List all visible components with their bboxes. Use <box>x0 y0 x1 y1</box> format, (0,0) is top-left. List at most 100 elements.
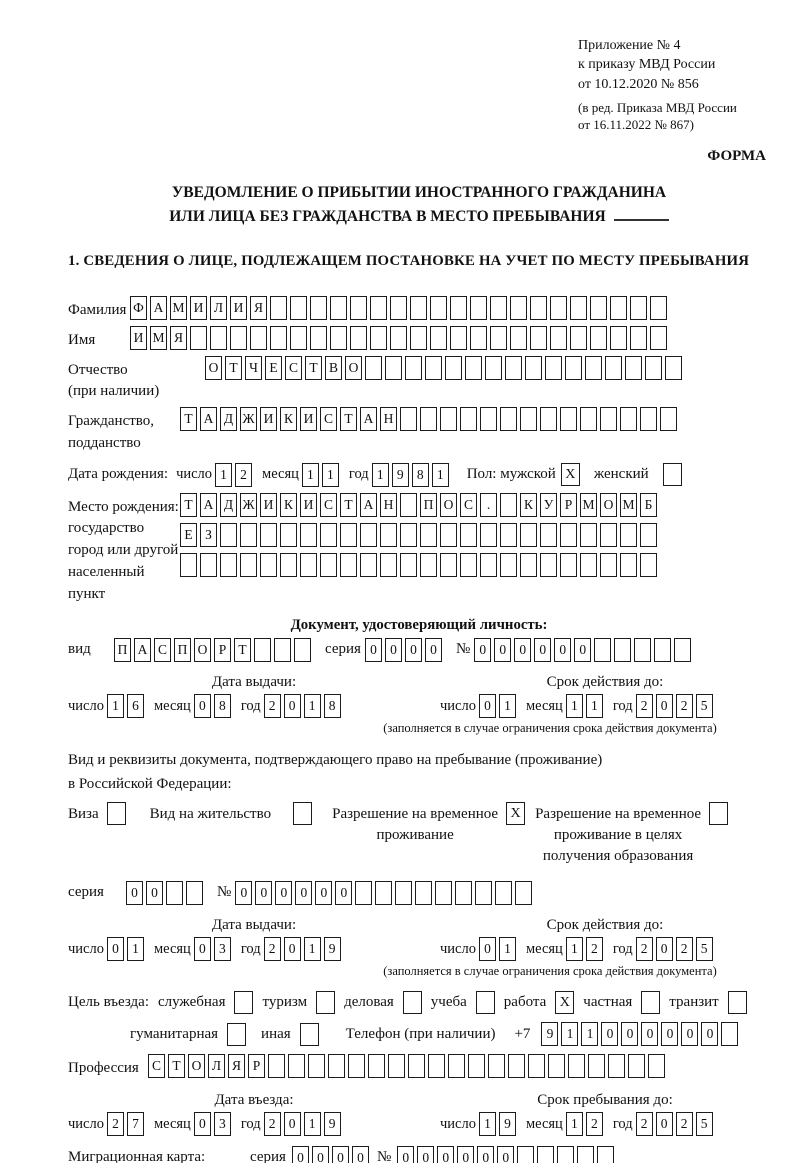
form-cell[interactable]: 1 <box>303 694 321 719</box>
form-cell[interactable]: О <box>194 638 211 663</box>
form-cell[interactable]: 2 <box>585 937 603 962</box>
form-cell[interactable] <box>560 407 577 432</box>
form-cell[interactable]: А <box>200 492 217 517</box>
form-cell[interactable] <box>530 296 547 321</box>
form-cell[interactable]: С <box>285 355 302 380</box>
form-cell[interactable]: 0 <box>384 638 402 663</box>
form-cell[interactable] <box>400 522 417 547</box>
form-cell[interactable] <box>597 1146 615 1163</box>
form-cell[interactable] <box>220 552 237 577</box>
form-cell[interactable]: 0 <box>193 1112 211 1137</box>
form-cell[interactable]: Р <box>560 492 577 517</box>
temp-residence-checkbox[interactable]: X <box>506 802 526 826</box>
form-cell[interactable] <box>577 1146 595 1163</box>
form-cell[interactable] <box>520 552 537 577</box>
form-cell[interactable] <box>460 552 477 577</box>
form-cell[interactable]: Е <box>180 522 197 547</box>
form-cell[interactable] <box>520 522 537 547</box>
form-cell[interactable] <box>490 296 507 321</box>
form-cell[interactable]: И <box>300 407 317 432</box>
form-cell[interactable] <box>270 296 287 321</box>
form-cell[interactable] <box>445 355 462 380</box>
form-cell[interactable] <box>455 881 473 906</box>
form-cell[interactable] <box>530 325 547 350</box>
form-cell[interactable] <box>460 407 477 432</box>
form-cell[interactable]: А <box>360 492 377 517</box>
form-cell[interactable]: 0 <box>514 638 532 663</box>
form-cell[interactable] <box>500 407 517 432</box>
form-cell[interactable]: 0 <box>397 1146 415 1163</box>
form-cell[interactable] <box>588 1054 605 1079</box>
form-cell[interactable]: О <box>188 1054 205 1079</box>
form-cell[interactable]: И <box>130 325 147 350</box>
form-cell[interactable]: 1 <box>431 462 449 487</box>
form-cell[interactable] <box>470 325 487 350</box>
form-cell[interactable]: 0 <box>315 881 333 906</box>
form-cell[interactable] <box>260 522 277 547</box>
form-cell[interactable] <box>380 522 397 547</box>
form-cell[interactable] <box>568 1054 585 1079</box>
form-cell[interactable] <box>614 638 632 663</box>
form-cell[interactable] <box>590 325 607 350</box>
form-cell[interactable]: 0 <box>235 881 253 906</box>
form-cell[interactable]: 2 <box>635 937 653 962</box>
form-cell[interactable]: 0 <box>255 881 273 906</box>
form-cell[interactable] <box>654 638 672 663</box>
purpose-official-checkbox[interactable] <box>234 991 254 1015</box>
form-cell[interactable]: 0 <box>126 881 143 906</box>
form-cell[interactable] <box>650 325 667 350</box>
form-cell[interactable] <box>488 1054 505 1079</box>
form-cell[interactable]: 0 <box>681 1022 699 1047</box>
form-cell[interactable] <box>320 522 337 547</box>
form-cell[interactable]: М <box>580 492 597 517</box>
form-cell[interactable]: Т <box>340 492 357 517</box>
form-cell[interactable]: 0 <box>655 1112 673 1137</box>
purpose-tourism-checkbox[interactable] <box>316 991 336 1015</box>
form-cell[interactable] <box>590 296 607 321</box>
form-cell[interactable] <box>480 552 497 577</box>
form-cell[interactable]: М <box>150 325 167 350</box>
form-cell[interactable]: 0 <box>417 1146 435 1163</box>
form-cell[interactable]: 1 <box>581 1022 599 1047</box>
form-cell[interactable] <box>274 638 291 663</box>
form-cell[interactable] <box>190 325 207 350</box>
form-cell[interactable]: 0 <box>295 881 313 906</box>
form-cell[interactable] <box>270 325 287 350</box>
form-cell[interactable]: И <box>260 407 277 432</box>
form-cell[interactable] <box>540 522 557 547</box>
form-cell[interactable]: 2 <box>106 1112 124 1137</box>
form-cell[interactable] <box>665 355 682 380</box>
form-cell[interactable] <box>475 881 493 906</box>
form-cell[interactable]: А <box>150 296 167 321</box>
form-cell[interactable]: 0 <box>641 1022 659 1047</box>
form-cell[interactable]: У <box>540 492 557 517</box>
form-cell[interactable] <box>608 1054 625 1079</box>
form-cell[interactable]: 3 <box>213 1112 231 1137</box>
form-cell[interactable]: 0 <box>655 937 673 962</box>
form-cell[interactable]: Д <box>220 492 237 517</box>
form-cell[interactable] <box>390 325 407 350</box>
form-cell[interactable] <box>250 325 267 350</box>
form-cell[interactable] <box>520 407 537 432</box>
form-cell[interactable] <box>328 1054 345 1079</box>
form-cell[interactable]: 0 <box>621 1022 639 1047</box>
form-cell[interactable] <box>308 1054 325 1079</box>
form-cell[interactable] <box>600 552 617 577</box>
form-cell[interactable] <box>395 881 413 906</box>
form-cell[interactable]: 2 <box>675 1112 693 1137</box>
form-cell[interactable] <box>400 552 417 577</box>
form-cell[interactable]: Т <box>180 407 197 432</box>
form-cell[interactable] <box>510 296 527 321</box>
form-cell[interactable] <box>640 522 657 547</box>
form-cell[interactable] <box>415 881 433 906</box>
form-cell[interactable] <box>517 1146 535 1163</box>
form-cell[interactable] <box>430 325 447 350</box>
form-cell[interactable]: С <box>320 492 337 517</box>
form-cell[interactable]: 0 <box>283 694 301 719</box>
form-cell[interactable] <box>340 522 357 547</box>
purpose-study-checkbox[interactable] <box>475 991 495 1015</box>
form-cell[interactable] <box>630 296 647 321</box>
form-cell[interactable] <box>450 296 467 321</box>
form-cell[interactable] <box>480 522 497 547</box>
form-cell[interactable] <box>310 325 327 350</box>
